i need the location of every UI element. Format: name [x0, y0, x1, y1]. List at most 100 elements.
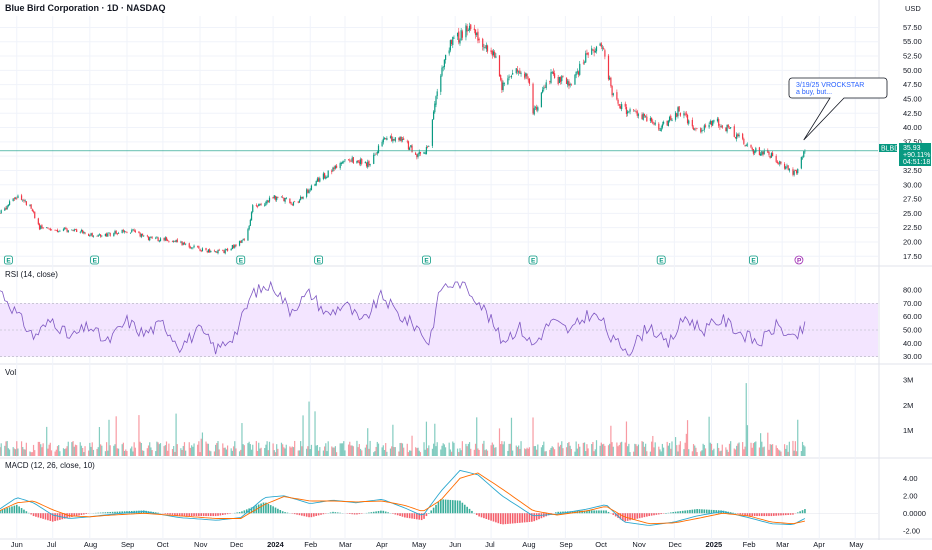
candle[interactable] — [32, 211, 35, 213]
candle[interactable] — [770, 153, 772, 158]
candle[interactable] — [133, 229, 135, 232]
candle[interactable] — [175, 239, 177, 242]
candle[interactable] — [409, 147, 411, 150]
candle[interactable] — [291, 204, 293, 205]
candle[interactable] — [587, 52, 589, 56]
candle[interactable] — [637, 114, 640, 116]
candle[interactable] — [0, 213, 1, 214]
candle[interactable] — [582, 62, 584, 64]
candle[interactable] — [139, 232, 141, 237]
candle[interactable] — [369, 164, 371, 166]
candle[interactable] — [258, 204, 260, 207]
candle[interactable] — [333, 167, 335, 170]
candle[interactable] — [507, 78, 509, 85]
candle[interactable] — [679, 112, 681, 116]
candle[interactable] — [106, 233, 108, 237]
candle[interactable] — [13, 198, 15, 200]
candle[interactable] — [643, 113, 646, 117]
candle[interactable] — [646, 116, 648, 122]
candle[interactable] — [559, 77, 562, 82]
candle[interactable] — [779, 161, 781, 165]
candle[interactable] — [97, 234, 99, 237]
candle[interactable] — [92, 236, 95, 237]
candle[interactable] — [131, 230, 133, 233]
candle[interactable] — [283, 197, 285, 202]
candle[interactable] — [134, 230, 136, 232]
candle[interactable] — [100, 234, 102, 237]
candle[interactable] — [385, 138, 387, 140]
candle[interactable] — [512, 73, 514, 75]
candle[interactable] — [625, 107, 628, 115]
candle[interactable] — [116, 233, 118, 235]
candle[interactable] — [553, 73, 556, 78]
candle[interactable] — [79, 231, 81, 233]
volume-label[interactable]: Vol — [5, 368, 16, 377]
dividend-marker[interactable] — [794, 255, 804, 265]
candle[interactable] — [41, 225, 43, 228]
candle[interactable] — [147, 236, 150, 241]
candle[interactable] — [599, 43, 601, 46]
candle[interactable] — [96, 235, 98, 237]
candle[interactable] — [332, 167, 334, 172]
candle[interactable] — [744, 144, 746, 146]
candle[interactable] — [350, 161, 352, 162]
candle[interactable] — [16, 198, 18, 199]
candle[interactable] — [280, 196, 283, 198]
candle[interactable] — [658, 123, 660, 130]
candle[interactable] — [795, 170, 798, 174]
candle[interactable] — [240, 240, 242, 243]
candle[interactable] — [341, 162, 344, 164]
candle[interactable] — [800, 157, 802, 169]
candle[interactable] — [183, 242, 186, 245]
candle[interactable] — [685, 113, 687, 115]
earnings-marker[interactable] — [749, 255, 758, 265]
candle[interactable] — [76, 229, 78, 233]
candle[interactable] — [733, 126, 735, 137]
candle[interactable] — [570, 83, 572, 85]
candle[interactable] — [115, 231, 117, 234]
candle[interactable] — [516, 69, 519, 72]
signal-line[interactable] — [0, 472, 805, 525]
candle[interactable] — [635, 111, 637, 112]
candle[interactable] — [285, 197, 287, 199]
candle[interactable] — [344, 159, 346, 161]
candle[interactable] — [726, 124, 728, 132]
candle[interactable] — [416, 154, 418, 158]
candle[interactable] — [22, 199, 24, 201]
candle[interactable] — [265, 202, 267, 206]
candle[interactable] — [381, 141, 383, 147]
candle[interactable] — [600, 43, 602, 47]
candle[interactable] — [188, 243, 190, 248]
candle[interactable] — [224, 249, 226, 254]
candle[interactable] — [550, 72, 552, 83]
candle[interactable] — [628, 111, 630, 113]
candle[interactable] — [67, 230, 69, 233]
candle[interactable] — [792, 169, 794, 175]
candle[interactable] — [356, 160, 358, 163]
candle[interactable] — [34, 211, 36, 219]
candle[interactable] — [65, 227, 67, 230]
candle[interactable] — [146, 235, 148, 237]
candle[interactable] — [768, 152, 770, 155]
candle[interactable] — [526, 73, 528, 79]
candle[interactable] — [786, 165, 788, 167]
volume-pane[interactable] — [0, 383, 806, 456]
candle[interactable] — [322, 173, 325, 180]
candle[interactable] — [738, 134, 740, 137]
candle[interactable] — [483, 47, 485, 49]
candle[interactable] — [490, 50, 492, 53]
candle[interactable] — [762, 152, 764, 155]
candle[interactable] — [374, 154, 376, 156]
candle[interactable] — [425, 147, 428, 154]
candle[interactable] — [117, 233, 120, 234]
candle[interactable] — [182, 242, 184, 245]
candle[interactable] — [272, 197, 274, 199]
candle[interactable] — [74, 229, 77, 230]
candle[interactable] — [164, 237, 166, 241]
candle[interactable] — [20, 195, 23, 200]
candle[interactable] — [339, 163, 341, 169]
candle[interactable] — [37, 218, 39, 225]
candle[interactable] — [410, 145, 412, 148]
candle[interactable] — [284, 197, 286, 202]
candle[interactable] — [42, 227, 44, 229]
